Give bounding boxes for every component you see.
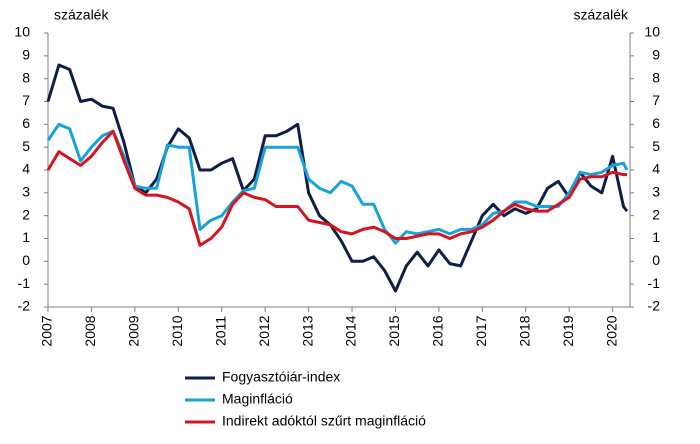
series-line bbox=[46, 122, 629, 245]
y2-tick-label: 4 bbox=[652, 161, 660, 177]
x-tick-label: 2020 bbox=[603, 315, 619, 346]
x-tick-label: 2011 bbox=[212, 316, 228, 346]
x-tick-label: 2016 bbox=[430, 315, 446, 346]
y2-tick-label: 5 bbox=[652, 138, 660, 154]
y2-tick-label: 10 bbox=[644, 24, 660, 40]
y2-tick-label: 2 bbox=[652, 206, 660, 222]
y-tick-label: 6 bbox=[22, 115, 30, 131]
y-tick-label: 3 bbox=[22, 184, 30, 200]
legend-label: Fogyasztóiár-index bbox=[222, 369, 340, 385]
y2-tick-label: 0 bbox=[652, 252, 660, 268]
y-tick-label: 9 bbox=[22, 47, 30, 63]
legend-label: Indirekt adóktól szűrt maginfláció bbox=[222, 413, 426, 429]
series-line bbox=[46, 63, 629, 293]
legend-label: Maginfláció bbox=[222, 391, 293, 407]
y-tick-label: -2 bbox=[18, 298, 31, 314]
y2-tick-label: 1 bbox=[652, 229, 660, 245]
y-tick-label: 10 bbox=[14, 24, 30, 40]
y2-tick-label: -1 bbox=[648, 275, 661, 291]
x-tick-label: 2013 bbox=[299, 315, 315, 346]
x-tick-label: 2008 bbox=[82, 315, 98, 346]
y2-tick-label: 8 bbox=[652, 69, 660, 85]
y2-tick-label: 3 bbox=[652, 184, 660, 200]
y-tick-label: 7 bbox=[22, 92, 30, 108]
y-tick-label: 0 bbox=[22, 252, 30, 268]
y-tick-label: 1 bbox=[22, 229, 30, 245]
y-tick-label: 4 bbox=[22, 161, 30, 177]
x-tick-label: 2007 bbox=[39, 315, 55, 346]
x-tick-label: 2018 bbox=[516, 315, 532, 346]
y-tick-label: 2 bbox=[22, 206, 30, 222]
y2-tick-label: 7 bbox=[652, 92, 660, 108]
x-tick-label: 2010 bbox=[169, 315, 185, 346]
y2-tick-label: 6 bbox=[652, 115, 660, 131]
y2-tick-label: 9 bbox=[652, 47, 660, 63]
x-tick-label: 2009 bbox=[126, 315, 142, 346]
x-tick-label: 2012 bbox=[256, 315, 272, 346]
y2-axis-label: százalék bbox=[574, 7, 629, 23]
y-axis-label: százalék bbox=[54, 7, 109, 23]
y-tick-label: -1 bbox=[18, 275, 31, 291]
x-tick-label: 2014 bbox=[343, 315, 359, 346]
x-tick-label: 2015 bbox=[386, 315, 402, 346]
y2-tick-label: -2 bbox=[648, 298, 661, 314]
y-tick-label: 5 bbox=[22, 138, 30, 154]
x-tick-label: 2017 bbox=[473, 315, 489, 346]
y-tick-label: 8 bbox=[22, 69, 30, 85]
series-line bbox=[46, 129, 627, 247]
x-tick-label: 2019 bbox=[560, 315, 576, 346]
